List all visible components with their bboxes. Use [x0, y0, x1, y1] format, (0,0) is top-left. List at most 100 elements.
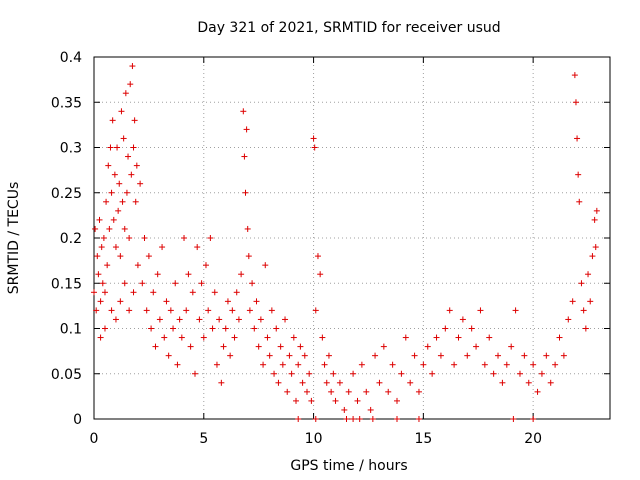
data-point: [266, 352, 273, 359]
data-point: [118, 108, 125, 115]
data-point: [139, 280, 146, 287]
axis-ticks: 0 5 10 15 20 0 0.05 0.1 0.15 0.2 0.25 0.3 0.35 0.4: [51, 50, 610, 447]
data-point: [181, 235, 188, 241]
data-points: [91, 63, 600, 422]
data-point: [530, 416, 537, 422]
y-tick-label: 0.1: [60, 322, 82, 338]
data-point: [516, 370, 523, 377]
data-point: [150, 289, 157, 296]
data-point: [279, 361, 286, 368]
data-point: [275, 379, 282, 386]
data-point: [415, 388, 422, 395]
data-point: [268, 307, 275, 314]
data-point: [376, 379, 383, 386]
data-point: [350, 370, 357, 377]
x-tick-label: 15: [414, 431, 432, 447]
data-point: [415, 416, 422, 422]
data-point: [308, 397, 315, 404]
data-point: [255, 343, 262, 350]
data-point: [262, 262, 269, 269]
data-point: [95, 271, 102, 278]
data-point: [119, 198, 126, 205]
data-point: [589, 253, 596, 260]
y-axis-label: SRMTID / TECUs: [6, 182, 22, 295]
data-point: [116, 180, 123, 187]
data-point: [328, 388, 335, 395]
data-point: [220, 343, 227, 350]
data-point: [585, 271, 592, 278]
data-point: [314, 253, 321, 260]
data-point: [244, 225, 251, 232]
data-point: [464, 352, 471, 359]
data-point: [121, 225, 128, 232]
data-point: [530, 361, 537, 368]
data-point: [565, 316, 572, 323]
data-point: [185, 271, 192, 278]
data-point: [98, 244, 105, 251]
data-point: [508, 343, 515, 350]
data-point: [101, 325, 108, 332]
data-point: [420, 361, 427, 368]
data-point: [105, 162, 112, 169]
data-point: [132, 198, 139, 205]
y-tick-label: 0.15: [51, 276, 82, 292]
data-point: [341, 406, 348, 413]
y-tick-label: 0.2: [60, 231, 82, 247]
data-point: [330, 370, 337, 377]
data-point: [356, 416, 363, 422]
x-tick-label: 10: [305, 431, 323, 447]
data-point: [194, 244, 201, 251]
data-point: [372, 352, 379, 359]
data-point: [115, 207, 122, 214]
data-point: [161, 334, 168, 341]
data-point: [134, 262, 141, 269]
data-point: [154, 271, 161, 278]
data-point: [145, 253, 152, 260]
data-point: [251, 325, 258, 332]
data-point: [293, 397, 300, 404]
data-point: [350, 416, 357, 422]
data-point: [363, 388, 370, 395]
data-point: [358, 361, 365, 368]
data-point: [295, 416, 302, 422]
y-tick-label: 0.25: [51, 186, 82, 202]
data-point: [216, 316, 223, 323]
data-point: [229, 307, 236, 314]
data-point: [189, 289, 196, 296]
data-point: [321, 361, 328, 368]
data-point: [127, 81, 134, 88]
data-point: [534, 388, 541, 395]
data-point: [367, 406, 374, 413]
data-point: [303, 388, 310, 395]
data-point: [156, 316, 163, 323]
data-point: [107, 144, 114, 151]
data-point: [455, 334, 462, 341]
data-point: [575, 171, 582, 178]
data-point: [398, 370, 405, 377]
data-point: [592, 244, 599, 251]
data-point: [325, 352, 332, 359]
data-point: [385, 388, 392, 395]
data-point: [143, 307, 150, 314]
data-point: [125, 153, 132, 160]
data-point: [183, 307, 190, 314]
data-point: [394, 397, 401, 404]
data-point: [451, 361, 458, 368]
y-tick-label: 0.3: [60, 141, 82, 157]
data-point: [243, 126, 250, 133]
data-point: [109, 117, 116, 124]
x-tick-label: 5: [199, 431, 208, 447]
data-point: [260, 361, 267, 368]
data-point: [207, 235, 214, 241]
data-point: [224, 298, 231, 305]
data-point: [227, 352, 234, 359]
data-point: [121, 280, 128, 287]
data-point: [163, 298, 170, 305]
data-point: [235, 316, 242, 323]
data-point: [112, 316, 119, 323]
data-point: [576, 198, 583, 205]
data-point: [233, 289, 240, 296]
data-point: [241, 153, 248, 160]
data-point: [211, 289, 218, 296]
